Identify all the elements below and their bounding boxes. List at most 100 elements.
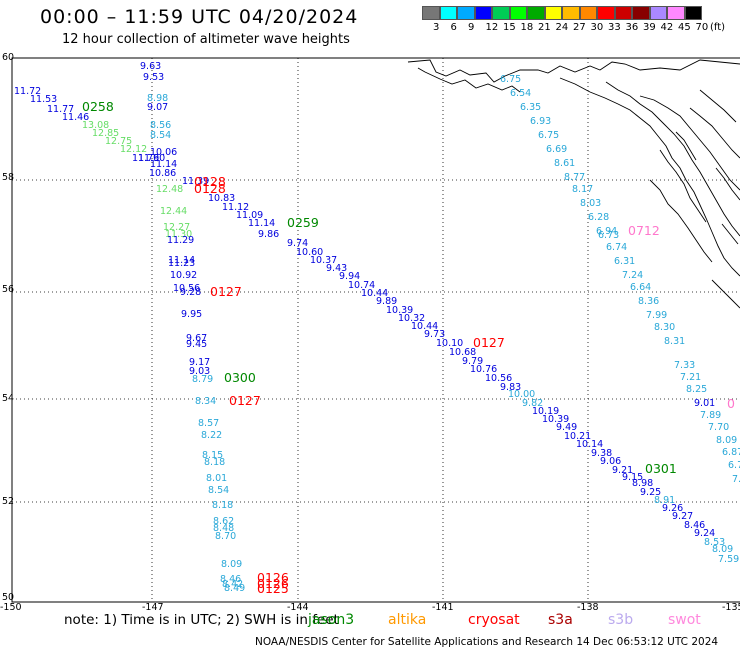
legend-swatch [597, 6, 615, 20]
legend-swatch [632, 6, 650, 20]
wave-height-value: 10.56 [485, 373, 512, 384]
wave-height-value: 10.44 [411, 321, 438, 332]
wave-height-value: 8.36 [638, 296, 659, 307]
wave-height-value: 8.01 [206, 473, 227, 484]
wave-height-value: 9.03 [189, 366, 210, 377]
wave-height-value: 8.77 [564, 172, 585, 183]
wave-height-value: 8.22 [201, 430, 222, 441]
legend-value: 21 [538, 22, 551, 33]
wave-height-value: 8.53 [704, 537, 725, 548]
legend-value: 30 [590, 22, 604, 33]
legend-value: 12 [485, 22, 499, 33]
wave-height-value: 9.94 [339, 271, 360, 282]
legend-swatch [492, 6, 510, 20]
legend-value: 36 [625, 22, 639, 33]
wave-height-value: 9.21 [612, 465, 633, 476]
lat-label: 52 [2, 496, 14, 507]
wave-height-value: 8.70 [215, 531, 236, 542]
wave-height-value: 11.72 [14, 86, 41, 97]
wave-height-value: 6.35 [520, 102, 541, 113]
wave-height-value: 8.46 [220, 574, 241, 585]
wave-height-value: 12.44 [160, 206, 187, 217]
wave-height-value: 12.12 [120, 144, 147, 155]
pass-time-label: 0127 [210, 284, 242, 299]
alaska-coastline [407, 59, 740, 309]
wave-height-value: 8.48 [213, 523, 234, 534]
wave-height-value: 6.64 [630, 282, 651, 293]
wave-height-value: 12.75 [105, 136, 132, 147]
wave-height-value: 8.98 [147, 93, 168, 104]
wave-height-value: 10.92 [170, 270, 197, 281]
wave-height-value: 11.30 [165, 229, 192, 240]
wave-height-value: 8.57 [198, 418, 219, 429]
wave-height-value: 9.74 [287, 238, 308, 249]
wave-height-value: 11.53 [30, 94, 57, 105]
wave-height-value: 6.74 [606, 242, 627, 253]
wave-height-value: 6.93 [530, 116, 551, 127]
legend-swatch [509, 6, 527, 20]
wave-height-value: 11.79 [132, 153, 159, 164]
wave-height-value: 7.70 [708, 422, 729, 433]
chart-subtitle: 12 hour collection of altimeter wave hei… [62, 32, 350, 47]
wave-height-value: 10.39 [386, 305, 413, 316]
wave-height-value: 9.83 [500, 382, 521, 393]
wave-height-value: 11.14 [168, 255, 195, 266]
lon-label: -138 [577, 602, 599, 613]
legend-swatch [474, 6, 492, 20]
legend-value: 33 [608, 22, 621, 33]
wave-height-value: 8.03 [580, 198, 601, 209]
wave-height-value: 8.09 [221, 559, 242, 570]
legend-value: 24 [555, 22, 569, 33]
wave-height-value: 9.27 [672, 511, 693, 522]
pass-time-label: 0301 [645, 461, 677, 476]
wave-height-value: 10.00 [508, 389, 535, 400]
legend-swatches [422, 5, 702, 24]
wave-height-value: 11.46 [62, 112, 89, 123]
legend-swatch [422, 6, 440, 20]
legend-value: 39 [643, 22, 656, 33]
wave-height-value: 11.39 [182, 176, 209, 187]
wave-height-value: 11.23 [168, 258, 195, 269]
satellite-name: cryosat [468, 612, 520, 628]
wave-height-value: 10.74 [348, 280, 375, 291]
wave-height-value: 9.53 [143, 72, 164, 83]
wave-height-value: 9.15 [622, 472, 643, 483]
pass-time-label: 0 [727, 396, 735, 411]
legend-swatch [527, 6, 545, 20]
wave-height-value: 6.87 [722, 447, 740, 458]
wave-height-value: 11.09 [236, 210, 263, 221]
satellite-name: s3b [608, 612, 634, 628]
wave-height-value: 11.77 [47, 104, 74, 115]
wave-height-value: 10.10 [436, 338, 463, 349]
pass-time-label: 0300 [224, 370, 256, 385]
lat-label: 58 [2, 172, 14, 183]
wave-height-value: 9.95 [181, 309, 202, 320]
wave-height-value: 10.83 [208, 193, 235, 204]
wave-height-value: 6.31 [614, 256, 635, 267]
wave-height-value: 6.94 [596, 226, 617, 237]
wave-height-value: 9.73 [424, 329, 445, 340]
wave-height-value: 8.98 [632, 478, 653, 489]
wave-height-value: 12.85 [92, 128, 119, 139]
lat-label: 60 [2, 52, 14, 63]
legend-value: 18 [520, 22, 534, 33]
lat-label: 50 [2, 592, 14, 603]
satellite-name: swot [668, 612, 701, 628]
wave-height-value: 6.28 [588, 212, 609, 223]
legend-swatch [614, 6, 632, 20]
wave-height-value: 9.07 [147, 102, 168, 113]
wave-height-value: 9.06 [600, 456, 621, 467]
satellite-name: altika [388, 612, 427, 628]
credit-line: NOAA/NESDIS Center for Satellite Applica… [255, 636, 719, 648]
wave-height-value: 8.25 [686, 384, 707, 395]
wave-height-value: 9.86 [258, 229, 279, 240]
wave-height-value: 11.14 [248, 218, 275, 229]
legend-swatch [667, 6, 685, 20]
wave-height-value: 9.63 [140, 61, 161, 72]
wave-height-value: 9.28 [180, 287, 201, 298]
lat-label: 56 [2, 284, 14, 295]
wave-height-value: 7. [0, 0, 9, 3]
legend-swatch [544, 6, 562, 20]
